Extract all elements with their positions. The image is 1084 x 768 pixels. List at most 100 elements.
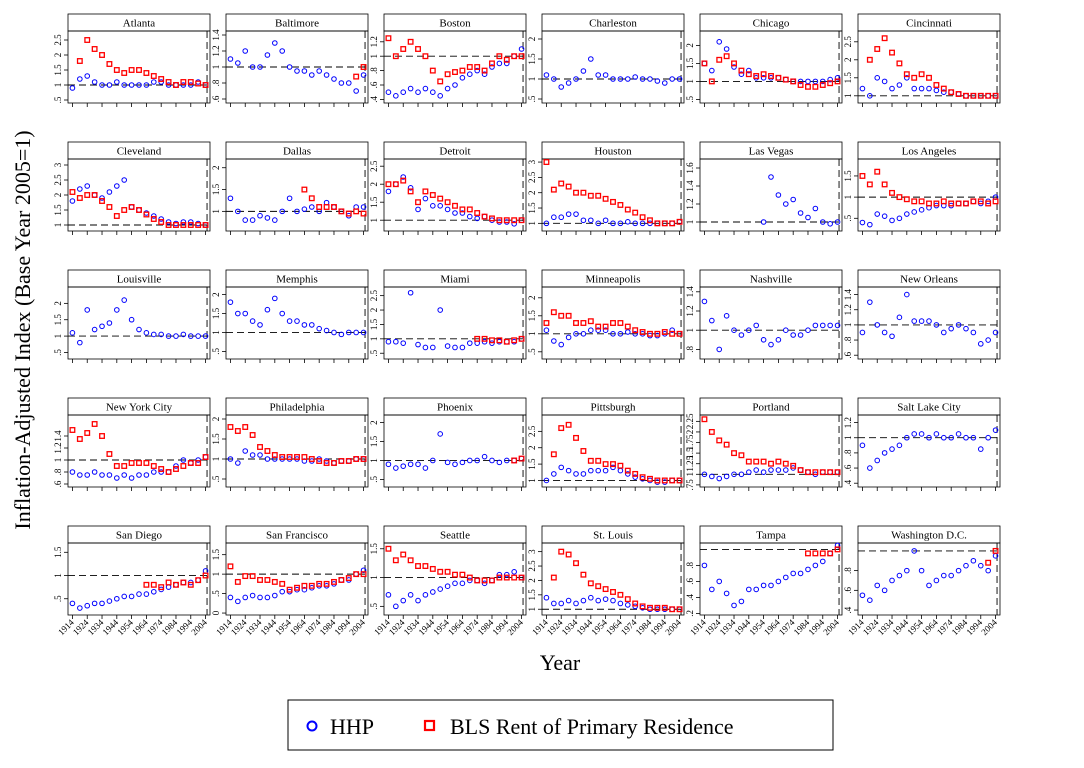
bls-point xyxy=(602,461,609,468)
hhp-point xyxy=(279,208,286,215)
hhp-point xyxy=(415,341,421,348)
bls-point xyxy=(676,330,683,337)
hhp-point xyxy=(985,93,991,99)
hhp-point xyxy=(121,472,128,478)
bls-point xyxy=(353,208,360,215)
bls-point xyxy=(195,460,202,466)
bls-point xyxy=(834,546,841,553)
bls-point xyxy=(676,477,683,484)
y-tick-label: 1 xyxy=(527,221,537,226)
hhp-point xyxy=(511,53,517,60)
hhp-point xyxy=(393,181,399,187)
y-tick-label: .8 xyxy=(685,346,695,353)
y-tick-label: 2 xyxy=(53,193,63,198)
hhp-point xyxy=(624,471,631,477)
hhp-point xyxy=(338,331,345,338)
hhp-point xyxy=(242,310,249,317)
bls-point xyxy=(143,460,150,466)
hhp-point xyxy=(543,327,550,334)
panel: Minneapolis .5 1 1.5 2 xyxy=(527,269,685,363)
panel: Philadelphia .5 1 1.5 2 xyxy=(211,397,369,491)
hhp-point xyxy=(136,82,142,88)
bls-point xyxy=(187,79,194,85)
bls-point xyxy=(970,198,977,205)
bls-point xyxy=(550,186,557,193)
hhp-point xyxy=(106,320,113,326)
bls-point xyxy=(234,578,241,585)
bls-point xyxy=(158,219,165,225)
y-tick-label: 1.2 xyxy=(369,36,379,47)
hhp-point xyxy=(511,569,517,575)
hhp-point xyxy=(187,219,194,225)
y-tick-label: 1.5 xyxy=(369,543,379,555)
hhp-point xyxy=(437,203,444,209)
hhp-point xyxy=(77,76,83,82)
bls-point xyxy=(723,53,730,60)
bls-point xyxy=(669,220,676,227)
hhp-point xyxy=(77,339,83,346)
bls-point xyxy=(407,38,414,45)
hhp-point xyxy=(301,586,308,593)
y-tick-label: 1 xyxy=(211,330,221,335)
hhp-point xyxy=(985,567,991,574)
hhp-point xyxy=(617,600,624,607)
hhp-point xyxy=(422,465,429,471)
bls-point xyxy=(392,181,399,188)
bls-point xyxy=(819,82,826,88)
plot-frame xyxy=(383,286,527,360)
hhp-point xyxy=(249,592,256,599)
hhp-point xyxy=(746,586,752,593)
hhp-point xyxy=(84,602,91,609)
hhp-point xyxy=(444,459,451,466)
bls-point xyxy=(173,82,179,88)
panel: Los Angeles .5 1 1.5 xyxy=(843,141,1001,235)
bls-point xyxy=(903,196,910,203)
hhp-point xyxy=(99,600,105,607)
hhp-point xyxy=(723,590,730,597)
bls-point xyxy=(647,217,653,224)
bls-point xyxy=(84,192,91,198)
y-tick-label: .5 xyxy=(527,348,537,355)
hhp-point xyxy=(158,469,164,475)
hhp-point xyxy=(676,76,683,82)
hhp-point xyxy=(701,60,708,67)
bls-point xyxy=(286,454,293,460)
hhp-point xyxy=(114,183,120,189)
hhp-point xyxy=(738,471,745,478)
bls-point xyxy=(121,70,128,76)
hhp-point xyxy=(360,72,367,78)
hhp-point xyxy=(595,327,602,334)
hhp-point xyxy=(746,327,752,334)
legend-marker xyxy=(306,720,318,732)
hhp-point xyxy=(867,465,873,471)
hhp-point xyxy=(760,582,767,589)
y-tick-label: 1.2 xyxy=(843,417,853,428)
bls-point xyxy=(301,454,308,460)
bls-point xyxy=(889,189,895,196)
bls-point xyxy=(84,430,91,436)
bls-point xyxy=(723,441,730,448)
bls-point xyxy=(113,67,120,73)
hhp-point xyxy=(819,469,826,475)
hhp-point xyxy=(452,82,458,88)
plot-frame xyxy=(857,414,1001,488)
y-tick-label: 1 xyxy=(53,223,63,228)
hhp-point xyxy=(723,46,730,52)
bls-point xyxy=(955,200,962,207)
hhp-point xyxy=(286,318,293,324)
bls-point xyxy=(392,557,399,564)
bls-point xyxy=(565,421,572,428)
hhp-point xyxy=(136,472,142,478)
hhp-point xyxy=(407,461,414,468)
bls-point xyxy=(496,217,503,224)
bls-point xyxy=(708,78,715,85)
bls-point xyxy=(992,547,999,554)
x-tick-label: 2004 xyxy=(979,617,999,637)
panel-title: New Orleans xyxy=(900,274,958,286)
hhp-point xyxy=(580,217,587,224)
hhp-point xyxy=(121,177,128,183)
hhp-point xyxy=(235,460,241,466)
panel: Salt Lake City .4 .6 .8 1 1.2 xyxy=(843,397,1001,491)
panel-title: Nashville xyxy=(750,274,792,286)
bls-point xyxy=(452,69,458,75)
